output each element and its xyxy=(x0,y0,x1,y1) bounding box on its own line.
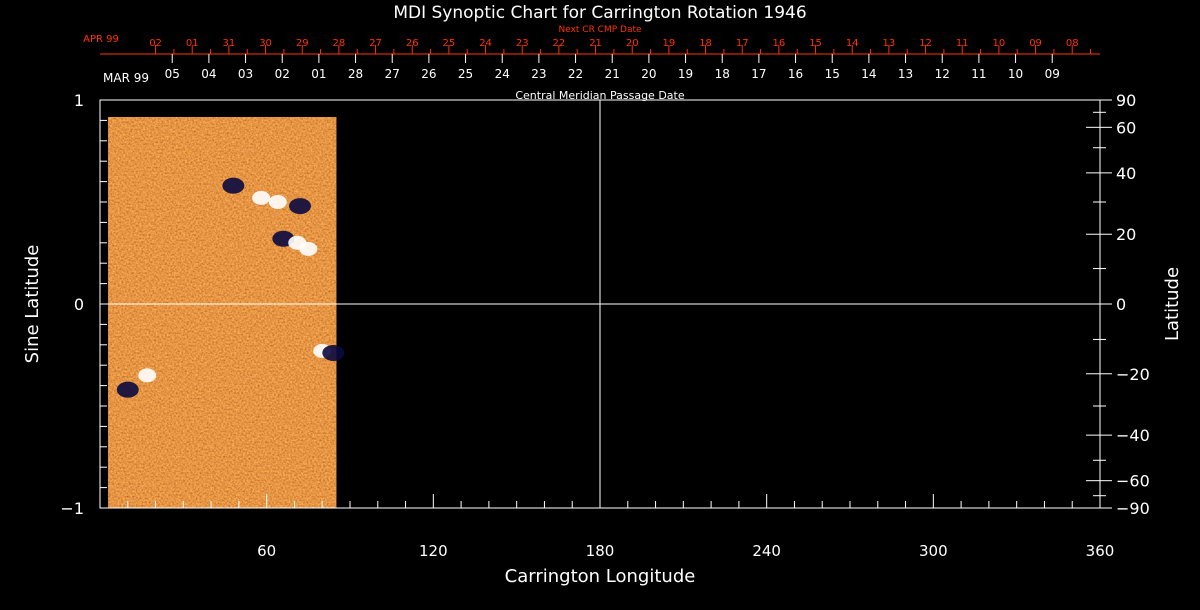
next-cr-date-label: 09 xyxy=(1029,38,1042,49)
cmp-date-label: 23 xyxy=(531,67,546,81)
cmp-date-label: 12 xyxy=(935,67,950,81)
next-cr-date-label: 21 xyxy=(589,38,602,49)
y-right-tick-label: 60 xyxy=(1116,118,1136,137)
cmp-date-label: 04 xyxy=(201,67,216,81)
y-right-tick-label: −90 xyxy=(1116,499,1150,518)
cmp-date-label: 02 xyxy=(275,67,290,81)
next-cr-date-label: 22 xyxy=(553,38,566,49)
cmp-date-label: 26 xyxy=(421,67,436,81)
data-texture xyxy=(108,117,337,508)
y-axis-left-label: Sine Latitude xyxy=(22,245,43,364)
next-cr-date-label: 02 xyxy=(149,38,162,49)
next-cr-date-label: 10 xyxy=(993,38,1006,49)
y-axis-right-label: Latitude xyxy=(1162,267,1183,341)
cmp-date-label: 21 xyxy=(605,67,620,81)
next-cr-date-label: 01 xyxy=(186,38,199,49)
y-right-tick-label: 0 xyxy=(1116,295,1126,314)
x-tick-label: 180 xyxy=(586,542,615,560)
cmp-date-label: 25 xyxy=(458,67,473,81)
y-left-tick-label: 0 xyxy=(74,295,84,314)
next-cr-date-label: 20 xyxy=(626,38,639,49)
cmp-date-label: 14 xyxy=(861,67,876,81)
next-cr-date-label: 27 xyxy=(369,38,382,49)
cmp-date-label: 15 xyxy=(825,67,840,81)
next-cr-date-label: 12 xyxy=(919,38,932,49)
cmp-date-label: 20 xyxy=(641,67,656,81)
next-cr-date-label: 17 xyxy=(736,38,749,49)
next-cr-date-label: 24 xyxy=(479,38,492,49)
negative-polarity-region xyxy=(289,198,311,215)
cmp-date-label: 05 xyxy=(165,67,180,81)
next-cr-date-label: 18 xyxy=(699,38,712,49)
cmp-date-label: 28 xyxy=(348,67,363,81)
next-cr-date-label: 15 xyxy=(809,38,822,49)
positive-polarity-region xyxy=(299,241,318,256)
cmp-axis-label: Central Meridian Passage Date xyxy=(515,89,684,102)
y-right-tick-label: 90 xyxy=(1116,91,1136,110)
next-cr-date-label: 30 xyxy=(259,38,272,49)
cmp-date-label: 27 xyxy=(385,67,400,81)
positive-polarity-region xyxy=(252,190,271,205)
y-right-tick-label: 40 xyxy=(1116,164,1136,183)
next-cr-date-label: 28 xyxy=(333,38,346,49)
negative-polarity-region xyxy=(322,344,345,361)
next-cr-date-label: 29 xyxy=(296,38,309,49)
next-cr-date-label: 16 xyxy=(773,38,786,49)
cmp-date-label: 18 xyxy=(715,67,730,81)
cmp-date-label: 09 xyxy=(1045,67,1060,81)
next-cr-date-label: 23 xyxy=(516,38,529,49)
next-cr-date-label: 11 xyxy=(956,38,969,49)
next-cr-date-label: 26 xyxy=(406,38,419,49)
y-right-tick-label: −40 xyxy=(1116,426,1150,445)
cmp-date-label: 10 xyxy=(1008,67,1023,81)
axis-ticks: 60 120 180 240 300 360 1 0 −1 90 60 40 20 0 −20 −40 −60 −… xyxy=(60,91,1149,560)
positive-polarity-region xyxy=(268,195,287,209)
negative-polarity-region xyxy=(222,177,245,194)
next-cr-date-label: 08 xyxy=(1066,38,1079,49)
x-tick-label: 360 xyxy=(1086,542,1115,560)
magnetogram-data xyxy=(108,117,345,508)
next-cr-date-label: 31 xyxy=(223,38,236,49)
y-left-tick-label: 1 xyxy=(74,91,84,110)
date-axes: 02 01 31 30 29 28 27 26 25 24 23 22 21 20 19 18 17 16 15 14… xyxy=(100,38,1100,81)
cmp-month-label: MAR 99 xyxy=(103,71,149,85)
chart-title: MDI Synoptic Chart for Carrington Rotati… xyxy=(393,3,806,23)
cmp-date-label: 13 xyxy=(898,67,913,81)
y-left-tick-label: −1 xyxy=(60,499,84,518)
next-cr-axis-label: Next CR CMP Date xyxy=(558,25,642,35)
positive-polarity-region xyxy=(138,368,157,383)
x-axis-label: Carrington Longitude xyxy=(505,566,696,587)
next-cr-date-label: 25 xyxy=(443,38,456,49)
cmp-date-label: 16 xyxy=(788,67,803,81)
cmp-date-label: 22 xyxy=(568,67,583,81)
next-cr-month-label: APR 99 xyxy=(83,34,119,45)
cmp-date-label: 01 xyxy=(311,67,326,81)
x-tick-label: 300 xyxy=(919,542,948,560)
x-tick-label: 240 xyxy=(752,542,781,560)
x-tick-label: 60 xyxy=(257,542,276,560)
cmp-date-label: 19 xyxy=(678,67,693,81)
x-tick-label: 120 xyxy=(419,542,448,560)
cmp-date-label: 17 xyxy=(751,67,766,81)
next-cr-date-label: 14 xyxy=(846,38,859,49)
y-right-tick-label: −60 xyxy=(1116,472,1150,491)
cmp-date-label: 24 xyxy=(495,67,510,81)
negative-polarity-region xyxy=(116,381,139,398)
grid-lines xyxy=(100,100,1100,508)
next-cr-date-label: 19 xyxy=(663,38,676,49)
cmp-date-label: 11 xyxy=(971,67,986,81)
y-right-tick-label: 20 xyxy=(1116,225,1136,244)
cmp-date-label: 03 xyxy=(238,67,253,81)
next-cr-date-label: 13 xyxy=(883,38,896,49)
y-right-tick-label: −20 xyxy=(1116,365,1150,384)
